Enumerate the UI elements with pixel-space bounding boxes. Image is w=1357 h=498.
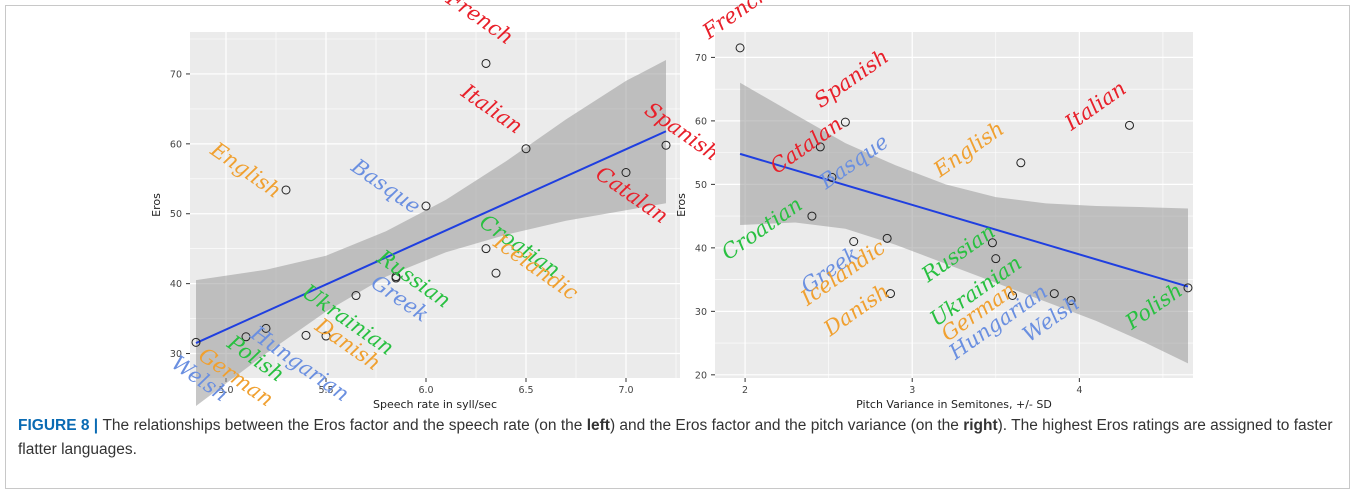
x-tick-label: 3 bbox=[909, 385, 915, 396]
data-point-basque bbox=[421, 201, 431, 211]
data-point-german bbox=[1007, 290, 1017, 300]
data-point-german bbox=[241, 332, 251, 342]
y-tick-label: 60 bbox=[695, 116, 707, 127]
x-tick-label: 7.0 bbox=[618, 385, 633, 396]
data-point-icelandic bbox=[882, 233, 892, 243]
data-point-french bbox=[735, 43, 745, 53]
data-point-danish bbox=[885, 289, 895, 299]
y-tick-label: 30 bbox=[170, 349, 182, 360]
data-point-ukrainian bbox=[991, 254, 1001, 264]
regression-line bbox=[739, 152, 1189, 288]
data-point-italian bbox=[1124, 120, 1134, 130]
y-tick-label: 20 bbox=[695, 370, 707, 381]
data-point-hungarian bbox=[1049, 289, 1059, 299]
y-tick-label: 40 bbox=[170, 279, 182, 290]
y-tick-label: 50 bbox=[170, 209, 182, 220]
y-tick-label: 70 bbox=[170, 69, 182, 80]
data-point-greek bbox=[849, 237, 859, 247]
data-point-hungarian bbox=[301, 330, 311, 340]
x-tick-label: 6.5 bbox=[518, 385, 533, 396]
y-tick-label: 30 bbox=[695, 307, 707, 318]
data-point-welsh bbox=[1066, 296, 1076, 306]
x-axis-title: Speech rate in syll/sec bbox=[373, 398, 497, 410]
data-point-english bbox=[281, 185, 291, 195]
regression-line bbox=[195, 130, 667, 344]
confidence-band bbox=[740, 82, 1188, 364]
data-point-ukrainian bbox=[351, 291, 361, 301]
y-axis-title: Eros bbox=[150, 193, 163, 217]
confidence-band bbox=[196, 60, 666, 406]
figure-caption: FIGURE 8 | The relationships between the… bbox=[18, 414, 1338, 462]
data-point-danish bbox=[321, 331, 331, 341]
x-tick-label: 5.0 bbox=[218, 385, 233, 396]
caption-left-word: left bbox=[586, 417, 610, 434]
data-point-icelandic bbox=[491, 268, 501, 278]
caption-text-3: ). The highest Eros ratings are assigned… bbox=[18, 417, 1333, 458]
x-tick-label: 6.0 bbox=[418, 385, 433, 396]
y-tick-label: 50 bbox=[695, 180, 707, 191]
y-tick-label: 40 bbox=[695, 243, 707, 254]
data-point-croatian bbox=[807, 211, 817, 221]
x-tick-label: 5.5 bbox=[318, 385, 333, 396]
data-point-greek bbox=[391, 273, 401, 283]
data-point-catalan bbox=[621, 167, 631, 177]
data-point-basque bbox=[827, 172, 837, 182]
data-point-polish bbox=[1183, 283, 1193, 293]
data-point-spanish bbox=[661, 140, 671, 150]
x-tick-label: 2 bbox=[742, 385, 748, 396]
chart-pitch-variance: 2 3 4203040506070FrenchItalianSpanishCatal… bbox=[675, 0, 1193, 410]
figure-label: FIGURE 8 | bbox=[18, 417, 103, 434]
x-tick-label: 4 bbox=[1076, 385, 1082, 396]
y-axis-title: Eros bbox=[675, 193, 688, 217]
caption-right-word: right bbox=[963, 417, 998, 434]
y-tick-label: 70 bbox=[695, 53, 707, 64]
data-point-polish bbox=[261, 323, 271, 333]
data-point-catalan bbox=[815, 142, 825, 152]
x-axis-title: Pitch Variance in Semitones, +/- SD bbox=[856, 398, 1052, 410]
data-point-italian bbox=[521, 144, 531, 154]
data-point-welsh bbox=[191, 337, 201, 347]
data-point-spanish bbox=[840, 117, 850, 127]
y-tick-label: 60 bbox=[170, 139, 182, 150]
caption-text-2: ) and the Eros factor and the pitch vari… bbox=[609, 417, 964, 434]
data-point-russian bbox=[987, 238, 997, 248]
caption-text-1: The relationships between the Eros facto… bbox=[102, 417, 587, 434]
data-point-english bbox=[1016, 158, 1026, 168]
data-point-french bbox=[481, 58, 491, 68]
data-point-croatian bbox=[481, 244, 491, 254]
